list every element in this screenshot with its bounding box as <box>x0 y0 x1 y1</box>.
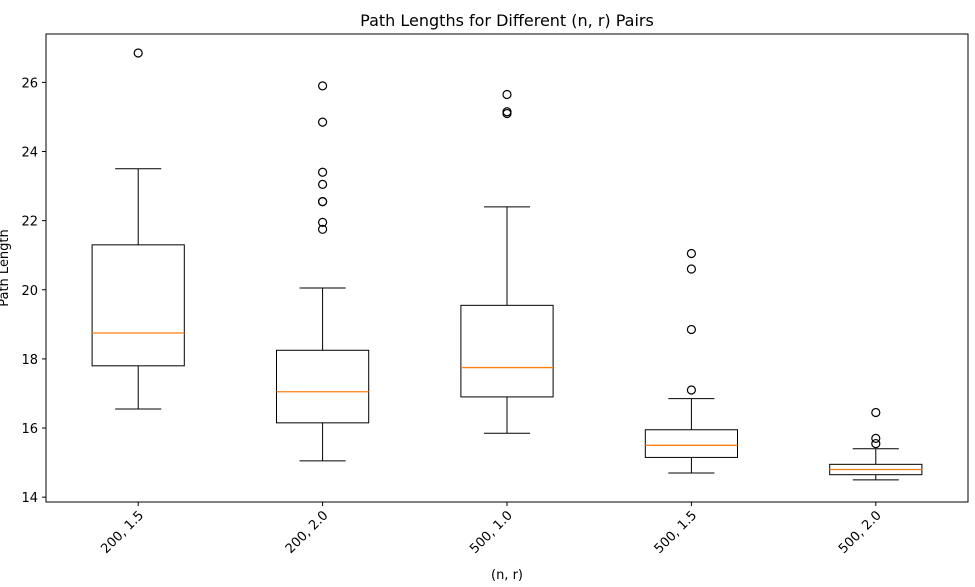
outlier-point <box>318 217 328 227</box>
box-iqr <box>91 244 185 367</box>
box-iqr <box>276 349 370 424</box>
box-iqr <box>644 429 738 458</box>
outlier-point <box>318 167 328 177</box>
y-tick-label: 18 <box>21 353 38 368</box>
outlier-point <box>871 407 881 418</box>
outlier-point <box>686 264 697 274</box>
outlier-point <box>318 117 328 127</box>
y-tick-label: 26 <box>21 76 38 91</box>
outlier-point <box>318 197 328 207</box>
chart-title: Path Lengths for Different (n, r) Pairs <box>360 11 654 30</box>
outlier-point <box>686 324 697 335</box>
outlier-point <box>686 385 697 395</box>
outlier-point <box>318 179 328 189</box>
y-tick-label: 20 <box>21 284 38 299</box>
outlier-point <box>871 433 881 444</box>
outlier-point <box>686 248 697 259</box>
outlier-point <box>871 438 881 449</box>
box-iqr <box>460 304 554 398</box>
outlier-point <box>318 224 328 234</box>
y-axis-label: Path Length <box>0 229 12 307</box>
outlier-point <box>133 48 143 58</box>
outlier-point <box>318 81 328 91</box>
x-axis-label: (n, r) <box>491 568 523 583</box>
y-tick-label: 16 <box>21 422 38 437</box>
outlier-point <box>502 89 512 100</box>
outlier-point <box>502 107 512 117</box>
y-tick-label: 14 <box>21 491 38 506</box>
y-tick-label: 24 <box>21 146 38 161</box>
y-tick-label: 22 <box>21 215 38 230</box>
